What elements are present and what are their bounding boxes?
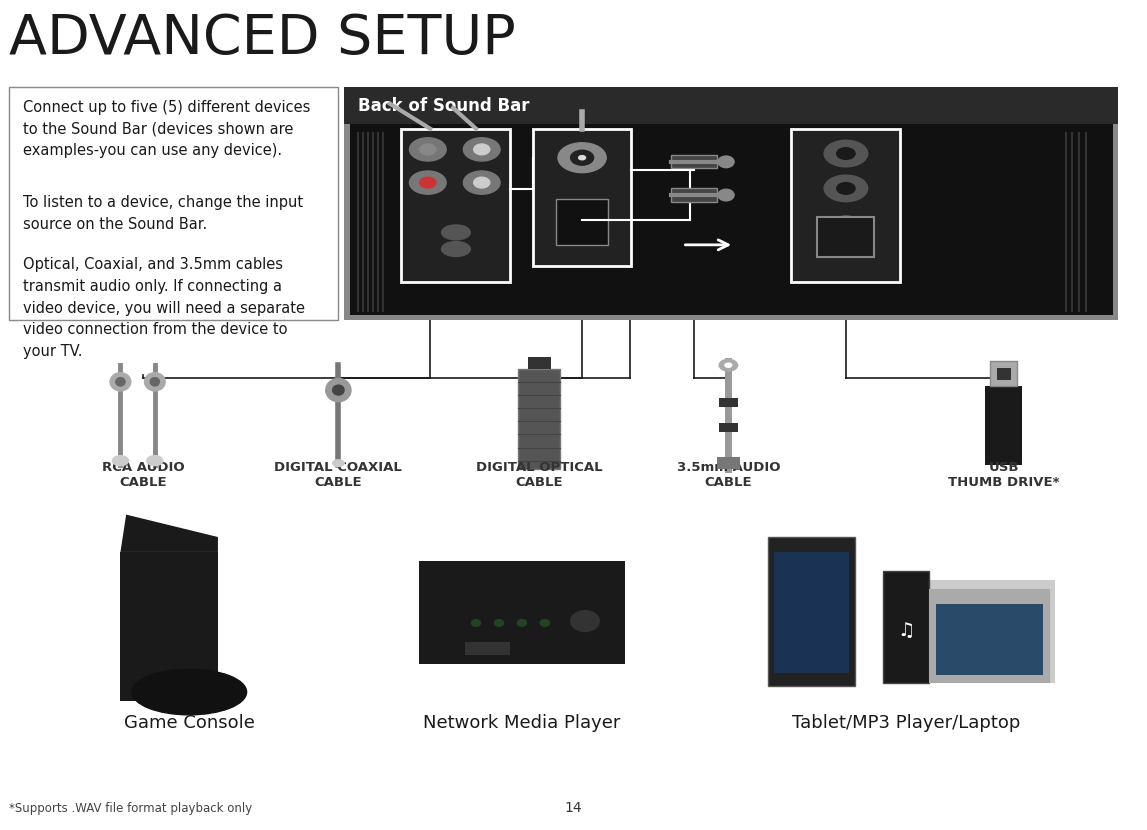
Bar bbox=[997, 368, 1011, 380]
Ellipse shape bbox=[517, 619, 526, 626]
Bar bbox=[990, 361, 1017, 386]
Ellipse shape bbox=[116, 378, 125, 386]
Bar bbox=[929, 589, 1050, 682]
Bar bbox=[791, 129, 900, 282]
Ellipse shape bbox=[442, 225, 470, 240]
Ellipse shape bbox=[409, 171, 446, 194]
Ellipse shape bbox=[333, 385, 344, 395]
Text: DIGITAL OPTICAL
CABLE: DIGITAL OPTICAL CABLE bbox=[476, 461, 602, 489]
Ellipse shape bbox=[112, 456, 128, 466]
Text: Optical, Coaxial, and 3.5mm cables
transmit audio only. If connecting a
video de: Optical, Coaxial, and 3.5mm cables trans… bbox=[23, 257, 305, 359]
Bar bbox=[719, 423, 738, 432]
Ellipse shape bbox=[540, 619, 549, 626]
Ellipse shape bbox=[333, 460, 344, 466]
Ellipse shape bbox=[463, 171, 500, 194]
Bar bbox=[985, 386, 1022, 465]
FancyArrowPatch shape bbox=[685, 240, 728, 250]
Bar bbox=[556, 199, 608, 245]
Text: Connect up to five (5) different devices
to the Sound Bar (devices shown are
exa: Connect up to five (5) different devices… bbox=[23, 100, 311, 158]
Bar bbox=[528, 357, 551, 369]
Ellipse shape bbox=[836, 148, 855, 159]
Ellipse shape bbox=[557, 143, 606, 173]
Text: To listen to a device, change the input
source on the Sound Bar.: To listen to a device, change the input … bbox=[23, 195, 303, 232]
Bar bbox=[768, 537, 855, 686]
Ellipse shape bbox=[463, 138, 500, 161]
Text: ADVANCED SETUP: ADVANCED SETUP bbox=[9, 12, 516, 66]
Bar bbox=[9, 87, 338, 320]
Ellipse shape bbox=[570, 150, 594, 165]
Bar bbox=[120, 552, 218, 701]
Text: ♫: ♫ bbox=[897, 621, 915, 640]
Bar bbox=[465, 642, 510, 655]
Bar bbox=[518, 369, 560, 469]
Text: 3.5mm AUDIO
CABLE: 3.5mm AUDIO CABLE bbox=[677, 461, 780, 489]
Ellipse shape bbox=[824, 140, 868, 167]
Bar bbox=[344, 87, 1118, 124]
Bar bbox=[923, 580, 1055, 682]
Bar bbox=[774, 552, 849, 673]
Text: Game Console: Game Console bbox=[124, 714, 255, 732]
Bar bbox=[401, 129, 510, 282]
Ellipse shape bbox=[145, 373, 165, 391]
Bar bbox=[883, 571, 929, 682]
Text: 14: 14 bbox=[564, 801, 583, 815]
Ellipse shape bbox=[718, 189, 734, 201]
Bar bbox=[350, 91, 1113, 315]
Bar bbox=[533, 129, 631, 266]
Ellipse shape bbox=[474, 144, 490, 154]
Bar bbox=[344, 87, 1118, 320]
Bar bbox=[936, 604, 1043, 676]
Bar bbox=[671, 155, 717, 168]
Text: DIGITAL COAXIAL
CABLE: DIGITAL COAXIAL CABLE bbox=[274, 461, 403, 489]
Text: *Supports .WAV file format playback only: *Supports .WAV file format playback only bbox=[9, 802, 252, 815]
Text: Back of Sound Bar: Back of Sound Bar bbox=[358, 97, 530, 115]
Ellipse shape bbox=[147, 456, 163, 466]
Bar bbox=[419, 561, 625, 664]
Bar bbox=[817, 217, 874, 257]
Bar bbox=[719, 398, 738, 407]
Ellipse shape bbox=[150, 378, 159, 386]
Ellipse shape bbox=[409, 138, 446, 161]
Ellipse shape bbox=[718, 156, 734, 168]
Ellipse shape bbox=[326, 378, 351, 402]
Ellipse shape bbox=[110, 373, 131, 391]
Ellipse shape bbox=[474, 178, 490, 188]
Text: RCA AUDIO
CABLE: RCA AUDIO CABLE bbox=[102, 461, 185, 489]
Ellipse shape bbox=[824, 175, 868, 202]
Ellipse shape bbox=[471, 619, 481, 626]
Text: Network Media Player: Network Media Player bbox=[423, 714, 621, 732]
Text: USB
THUMB DRIVE*: USB THUMB DRIVE* bbox=[947, 461, 1060, 489]
Ellipse shape bbox=[420, 178, 436, 188]
Text: Tablet/MP3 Player/Laptop: Tablet/MP3 Player/Laptop bbox=[791, 714, 1021, 732]
Ellipse shape bbox=[725, 363, 732, 367]
Ellipse shape bbox=[420, 144, 436, 154]
Ellipse shape bbox=[578, 155, 586, 160]
Bar bbox=[671, 188, 717, 202]
Ellipse shape bbox=[132, 669, 247, 715]
Ellipse shape bbox=[571, 611, 600, 632]
Ellipse shape bbox=[836, 183, 855, 194]
Ellipse shape bbox=[719, 359, 738, 371]
Ellipse shape bbox=[442, 242, 470, 256]
Ellipse shape bbox=[833, 216, 858, 232]
Polygon shape bbox=[120, 515, 218, 552]
Bar bbox=[717, 457, 740, 469]
Ellipse shape bbox=[494, 619, 504, 626]
